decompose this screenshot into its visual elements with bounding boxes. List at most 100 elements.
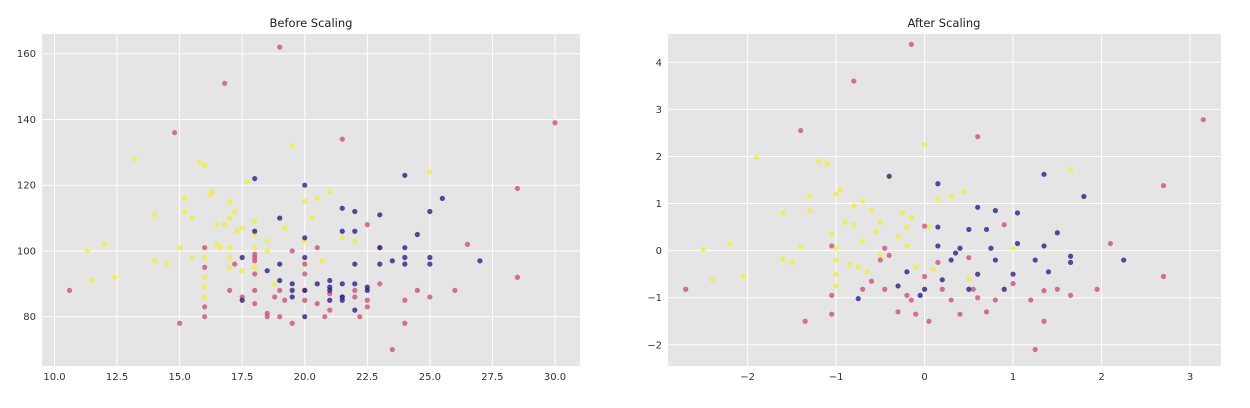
scatter-point bbox=[314, 300, 320, 307]
scatter-point bbox=[1041, 288, 1047, 294]
scatter-point bbox=[948, 193, 954, 200]
scatter-point bbox=[935, 243, 941, 249]
scatter-point bbox=[970, 286, 976, 292]
scatter-point bbox=[815, 158, 822, 164]
scatter-point bbox=[992, 207, 998, 214]
scatter-point bbox=[202, 294, 208, 300]
chart-title-before: Before Scaling bbox=[270, 16, 353, 30]
scatter-point bbox=[895, 233, 901, 240]
scatter-point bbox=[886, 173, 892, 179]
x-tick-label: 30.0 bbox=[544, 372, 566, 383]
scatter-point bbox=[327, 307, 333, 313]
scatter-point bbox=[860, 238, 866, 244]
y-tick-label: 4 bbox=[656, 58, 662, 69]
scatter-point bbox=[377, 261, 383, 267]
scatter-point bbox=[961, 189, 968, 195]
grid-before bbox=[42, 34, 580, 366]
scatter-point bbox=[1041, 318, 1047, 324]
scatter-point bbox=[824, 160, 830, 167]
scatter-point bbox=[339, 205, 345, 211]
after-scaling-panel: −2 −1 0 1 2 3 −2 −1 0 1 2 3 4 After Scaling bbox=[647, 16, 1221, 383]
scatter-point bbox=[882, 245, 888, 251]
scatter-point bbox=[302, 261, 308, 267]
scatter-point bbox=[829, 231, 835, 237]
scatter-point bbox=[873, 229, 879, 235]
scatter-point bbox=[935, 196, 941, 202]
scatter-point bbox=[289, 281, 295, 287]
scatter-point bbox=[227, 215, 233, 221]
scatter-point bbox=[864, 269, 870, 275]
scatter-point bbox=[789, 259, 795, 265]
scatter-point bbox=[302, 182, 308, 188]
scatter-point bbox=[939, 277, 945, 283]
scatter-point bbox=[895, 283, 901, 289]
y-tick-label: −2 bbox=[647, 340, 662, 351]
scatter-point bbox=[252, 287, 258, 293]
scatter-point bbox=[319, 258, 325, 264]
scatter-point bbox=[339, 297, 345, 303]
scatter-point bbox=[1054, 230, 1060, 236]
scatter-point bbox=[1054, 286, 1060, 292]
scatter-point bbox=[189, 254, 195, 261]
scatter-point bbox=[833, 283, 839, 289]
scatter-point bbox=[930, 266, 937, 273]
scatter-point bbox=[1045, 269, 1052, 275]
scatter-point bbox=[222, 222, 228, 228]
scatter-point bbox=[197, 159, 203, 165]
scatter-point bbox=[402, 172, 408, 178]
grid-after bbox=[668, 34, 1221, 366]
scatter-point bbox=[975, 134, 981, 140]
scatter-point bbox=[855, 264, 861, 270]
scatter-point bbox=[277, 277, 283, 284]
scatter-point bbox=[1010, 245, 1016, 251]
scatter-point bbox=[860, 198, 866, 204]
scatter-point bbox=[202, 284, 208, 290]
scatter-point bbox=[1067, 167, 1074, 173]
scatter-point bbox=[948, 297, 954, 303]
scatter-point bbox=[309, 215, 315, 221]
scatter-point bbox=[402, 261, 408, 267]
scatter-point bbox=[683, 286, 689, 292]
scatter-point bbox=[302, 254, 308, 261]
scatter-point bbox=[264, 268, 270, 274]
scatter-point bbox=[189, 215, 195, 221]
scatter-point bbox=[402, 297, 408, 303]
scatter-point bbox=[252, 245, 258, 251]
scatter-point bbox=[806, 207, 813, 214]
scatter-point bbox=[84, 248, 90, 254]
scatter-point bbox=[917, 292, 923, 298]
scatter-point bbox=[202, 314, 208, 320]
scatter-point bbox=[252, 176, 258, 182]
scatter-point bbox=[239, 225, 245, 231]
scatter-point bbox=[252, 251, 258, 257]
scatter-point bbox=[272, 281, 278, 287]
y-tick-label: 80 bbox=[23, 312, 36, 323]
scatter-point bbox=[177, 245, 183, 251]
scatter-point bbox=[277, 261, 283, 267]
before-scaling-panel: 10.0 12.5 15.0 17.5 20.0 22.5 25.0 27.5 30.0 80 10… bbox=[17, 16, 580, 383]
scatter-point bbox=[352, 208, 358, 215]
scatter-point bbox=[860, 286, 866, 292]
scatter-point bbox=[202, 264, 208, 270]
ticks-before: 10.0 12.5 15.0 17.5 20.0 22.5 25.0 27.5 30.0 80 10… bbox=[17, 49, 566, 383]
scatter-point bbox=[975, 204, 981, 210]
scatter-point bbox=[1067, 259, 1074, 265]
scatter-point bbox=[352, 294, 358, 300]
scatter-point bbox=[1107, 240, 1113, 247]
scatter-point bbox=[327, 297, 333, 303]
scatter-point bbox=[302, 297, 308, 303]
scatter-point bbox=[452, 287, 458, 293]
scatter-point bbox=[239, 268, 245, 274]
scatter-point bbox=[217, 245, 223, 251]
scatter-point bbox=[842, 219, 848, 225]
scatter-point bbox=[202, 245, 208, 251]
chart-title-after: After Scaling bbox=[908, 16, 981, 30]
scatter-point bbox=[209, 189, 215, 195]
scatter-point bbox=[1094, 286, 1100, 292]
points-after bbox=[683, 41, 1206, 353]
scatter-point bbox=[1032, 257, 1038, 263]
scatter-point bbox=[1001, 286, 1007, 292]
scatter-point bbox=[234, 228, 240, 234]
scatter-point bbox=[1014, 210, 1021, 216]
scatter-point bbox=[921, 223, 928, 229]
